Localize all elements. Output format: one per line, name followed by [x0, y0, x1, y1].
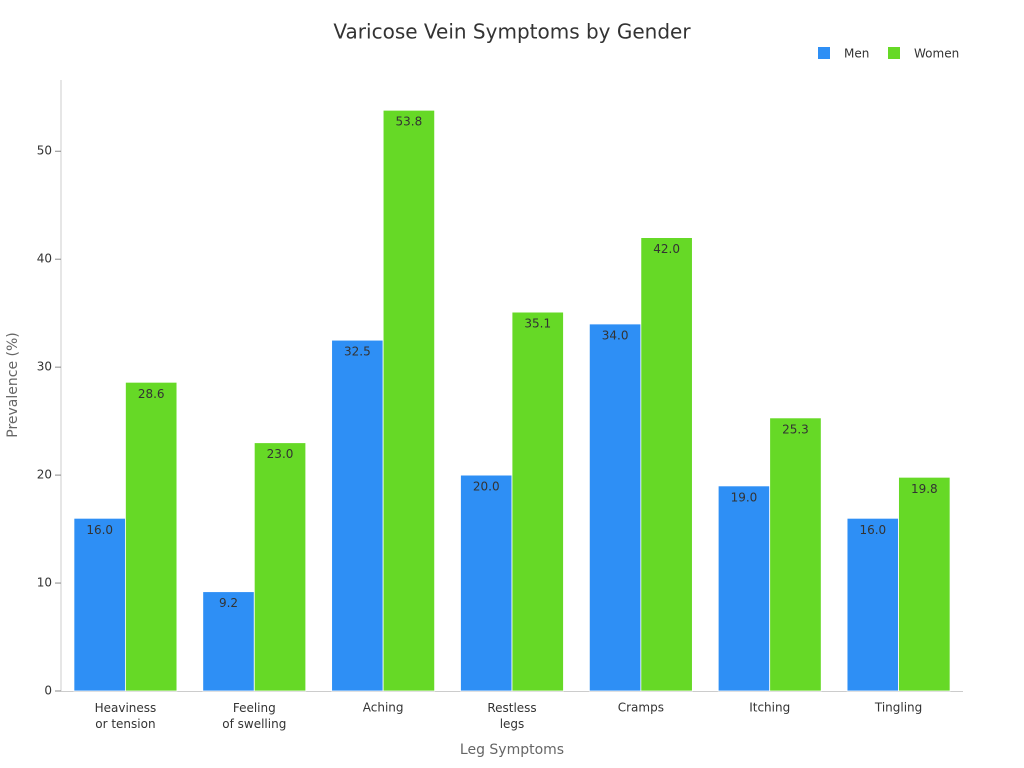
- bar: [511, 311, 564, 692]
- legend-swatch: [888, 47, 900, 59]
- x-axis-label: Leg Symptoms: [460, 742, 564, 758]
- y-tick-label: 30: [37, 360, 52, 374]
- data-label: 9.2: [219, 596, 238, 610]
- chart-title: Varicose Vein Symptoms by Gender: [333, 20, 691, 44]
- bar: [125, 381, 178, 692]
- bar: [382, 109, 436, 692]
- y-tick-label: 40: [37, 252, 52, 266]
- data-label: 16.0: [859, 523, 886, 537]
- bar: [588, 323, 642, 692]
- legend-swatch: [818, 47, 830, 59]
- y-axis-label: Prevalence (%): [5, 332, 21, 438]
- bar: [202, 591, 255, 692]
- data-label: 42.0: [653, 242, 680, 256]
- x-tick-label: Heaviness or tension: [95, 701, 157, 731]
- y-tick-label: 50: [37, 144, 52, 158]
- data-label: 28.6: [138, 387, 165, 401]
- data-label: 32.5: [344, 345, 371, 359]
- x-tick-label: Feeling of swelling: [222, 701, 286, 731]
- data-label: 35.1: [524, 317, 551, 331]
- data-label: 19.0: [731, 490, 758, 504]
- data-label: 23.0: [267, 447, 294, 461]
- y-tick-label: 0: [44, 684, 52, 698]
- data-label: 19.8: [911, 482, 938, 496]
- data-label: 53.8: [396, 115, 423, 129]
- bar: [331, 339, 384, 692]
- x-tick-label: Restless legs: [487, 701, 536, 731]
- data-label: 34.0: [602, 328, 629, 342]
- data-label: 25.3: [782, 422, 809, 436]
- bar: [460, 474, 513, 692]
- x-tick-label: Tingling: [874, 701, 922, 715]
- bar: [253, 442, 307, 692]
- bar: [717, 485, 771, 692]
- legend-label: Men: [844, 47, 869, 61]
- x-tick-label: Cramps: [618, 701, 664, 715]
- bar: [73, 517, 126, 692]
- bar: [898, 476, 951, 692]
- x-tick-label: Itching: [749, 701, 790, 715]
- bar: [640, 237, 693, 692]
- y-tick-label: 20: [37, 468, 52, 482]
- bar: [769, 417, 822, 692]
- legend-label: Women: [914, 47, 959, 61]
- y-tick-label: 10: [37, 576, 52, 590]
- x-tick-label: Aching: [363, 701, 404, 715]
- bar: [846, 517, 899, 692]
- data-label: 20.0: [473, 480, 500, 494]
- data-label: 16.0: [86, 523, 113, 537]
